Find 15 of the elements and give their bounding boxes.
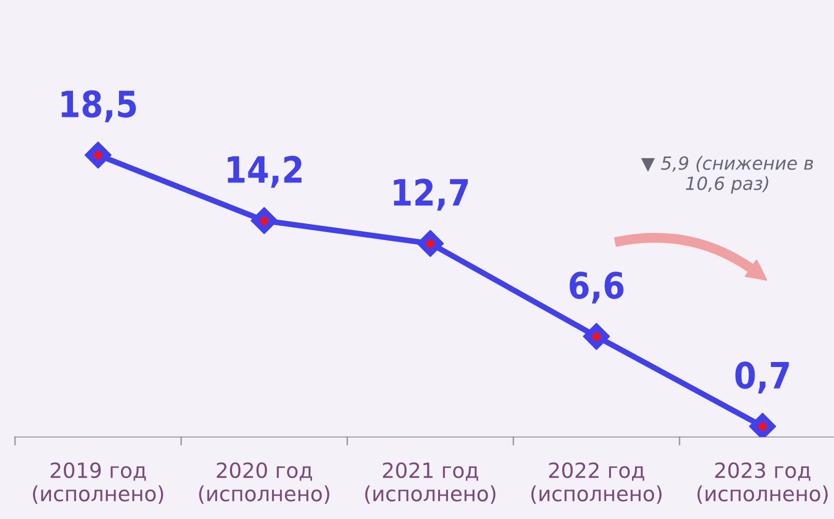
data-label: 18,5 [62,90,136,122]
data-label: 12,7 [394,178,468,211]
annotation: ▼ 5,9 (снижение в 10,6 раз) [641,156,814,194]
x-tick-label: 2021 год (исполнено) [365,462,496,504]
x-tick-label: 2019 год (исполнено) [32,462,164,504]
data-label: 14,2 [228,156,302,188]
x-tick-label: 2022 год (исполнено) [531,462,662,504]
point [250,207,278,234]
x-tick-label: 2020 год (исполнено) [199,462,330,504]
point [582,322,610,350]
point [84,142,112,169]
x-tick-label: 2023 год (исполнено) [697,462,828,504]
data-label: 0,7 [735,362,789,394]
data-label: 6,6 [570,272,624,304]
point [416,230,444,257]
